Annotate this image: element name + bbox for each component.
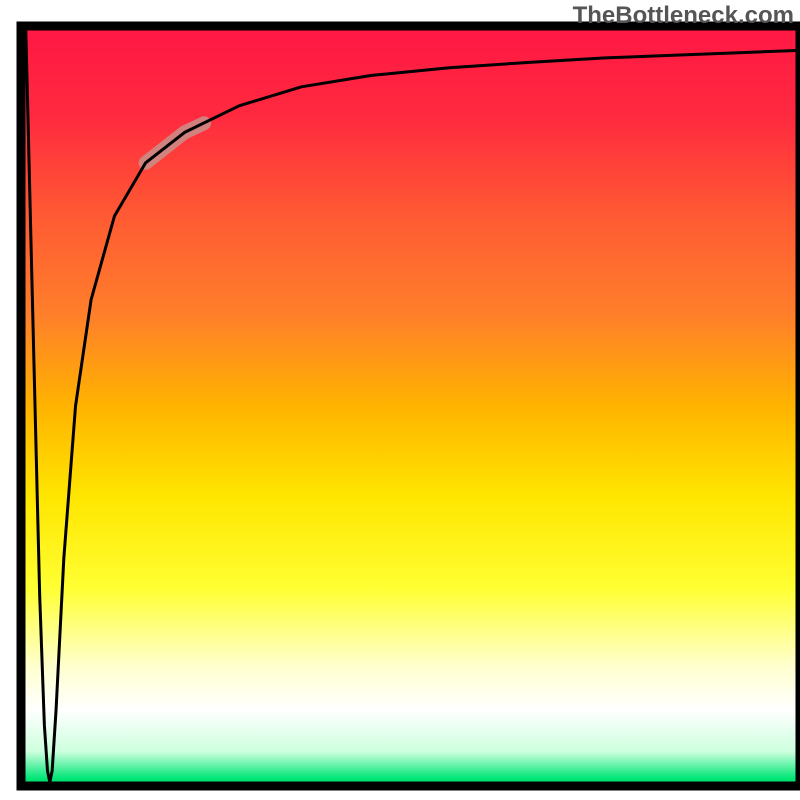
chart-svg <box>0 0 800 800</box>
attribution-text: TheBottleneck.com <box>573 2 794 30</box>
plot-background <box>21 26 800 786</box>
chart-container: TheBottleneck.com <box>0 0 800 800</box>
